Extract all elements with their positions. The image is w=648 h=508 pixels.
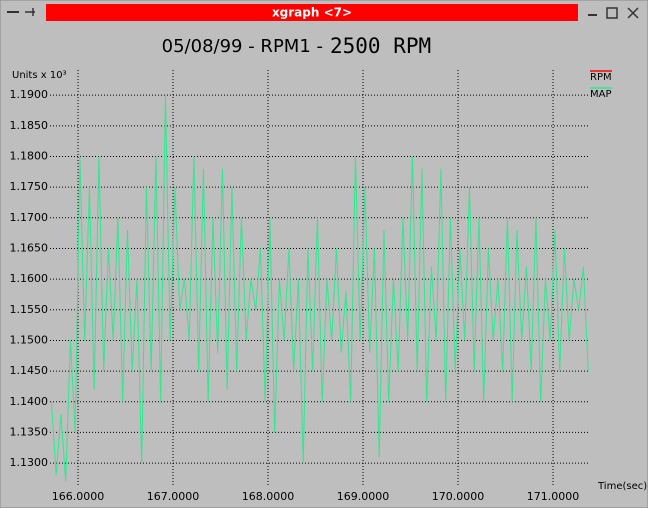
pin-icon[interactable] (25, 8, 35, 16)
legend-label: MAP (590, 89, 612, 100)
y-axis-label: Units x 10³ (12, 70, 67, 81)
y-tick-label: 1.1400 (10, 395, 49, 408)
y-tick-label: 1.1800 (10, 149, 49, 162)
x-axis-label: Time(sec) (597, 481, 647, 492)
y-tick-label: 1.1700 (10, 211, 49, 224)
x-tick-label: 168.0000 (242, 490, 295, 503)
title-bar (46, 4, 578, 21)
data-line (50, 95, 589, 482)
y-tick-label: 1.1850 (10, 119, 49, 132)
y-tick-label: 1.1900 (10, 88, 49, 101)
chart-title: 05/08/99 - RPM1 - (162, 36, 323, 57)
x-tick-label: 166.0000 (52, 490, 105, 503)
y-tick-label: 1.1300 (10, 456, 49, 469)
legend-label: RPM (590, 72, 612, 83)
x-tick-label: 170.0000 (432, 490, 485, 503)
x-tick-label: 169.0000 (337, 490, 390, 503)
y-tick-label: 1.1350 (10, 425, 49, 438)
window-title: xgraph <7> (272, 6, 352, 20)
y-tick-label: 1.1750 (10, 180, 49, 193)
y-tick-label: 1.1500 (10, 333, 49, 346)
y-tick-label: 1.1550 (10, 303, 49, 316)
close-button[interactable] (627, 7, 639, 19)
x-tick-label: 167.0000 (147, 490, 200, 503)
y-tick-label: 1.1650 (10, 241, 49, 254)
maximize-button[interactable] (606, 7, 618, 19)
chart-subtitle: 2500 RPM (330, 34, 431, 58)
y-tick-label: 1.1600 (10, 272, 49, 285)
y-tick-label: 1.1450 (10, 364, 49, 377)
x-tick-label: 171.0000 (527, 490, 580, 503)
